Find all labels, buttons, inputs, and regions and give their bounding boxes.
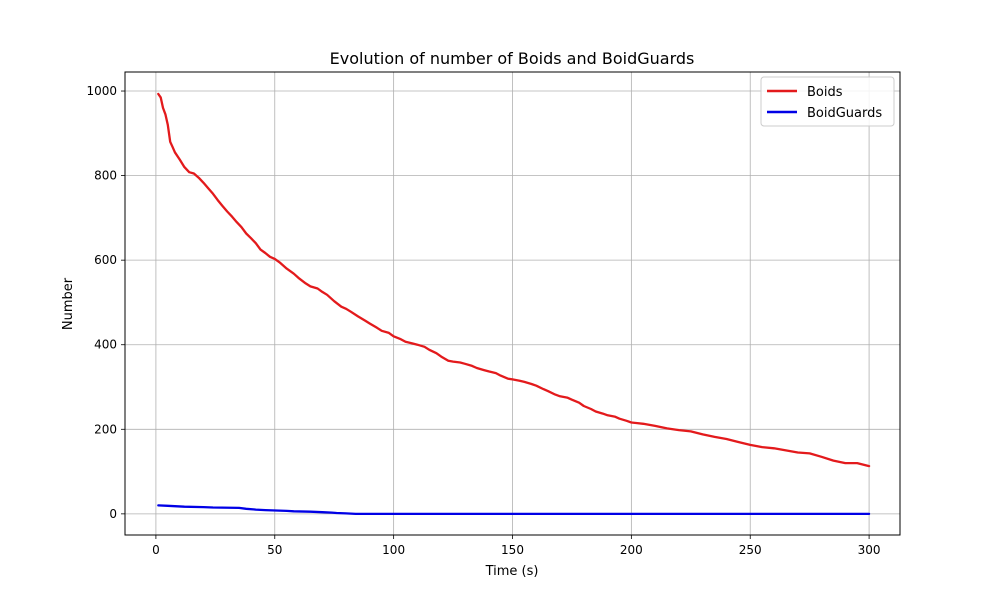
- x-tick-label: 300: [858, 543, 881, 557]
- y-tick-label: 0: [109, 507, 117, 521]
- chart-title: Evolution of number of Boids and BoidGua…: [330, 49, 695, 68]
- y-tick-label: 600: [94, 253, 117, 267]
- x-tick-label: 200: [620, 543, 643, 557]
- x-axis-ticks: 0 50 100 150 200 250 300: [152, 535, 881, 557]
- series-line-boids: [157, 92, 871, 468]
- x-tick-label: 0: [152, 543, 160, 557]
- grid-lines: [125, 72, 900, 535]
- legend-box: [760, 76, 895, 127]
- plot-series: [157, 92, 871, 516]
- y-axis-label: Number: [61, 277, 76, 330]
- y-tick-label: 400: [94, 338, 117, 352]
- y-tick-label: 200: [94, 422, 117, 436]
- legend-label-boids: Boids: [807, 85, 843, 100]
- legend-label-boidguards: BoidGuards: [807, 106, 882, 121]
- x-tick-label: 50: [267, 543, 282, 557]
- legend: Boids BoidGuards: [760, 76, 895, 127]
- y-axis-ticks: 0 200 400 600 800 1000: [86, 84, 125, 521]
- x-tick-label: 250: [739, 543, 762, 557]
- series-line-boidguards: [157, 504, 871, 516]
- y-tick-label: 800: [94, 169, 117, 183]
- x-axis-label: Time (s): [485, 564, 539, 579]
- y-tick-label: 1000: [86, 84, 117, 98]
- x-tick-label: 150: [501, 543, 524, 557]
- x-tick-label: 100: [382, 543, 405, 557]
